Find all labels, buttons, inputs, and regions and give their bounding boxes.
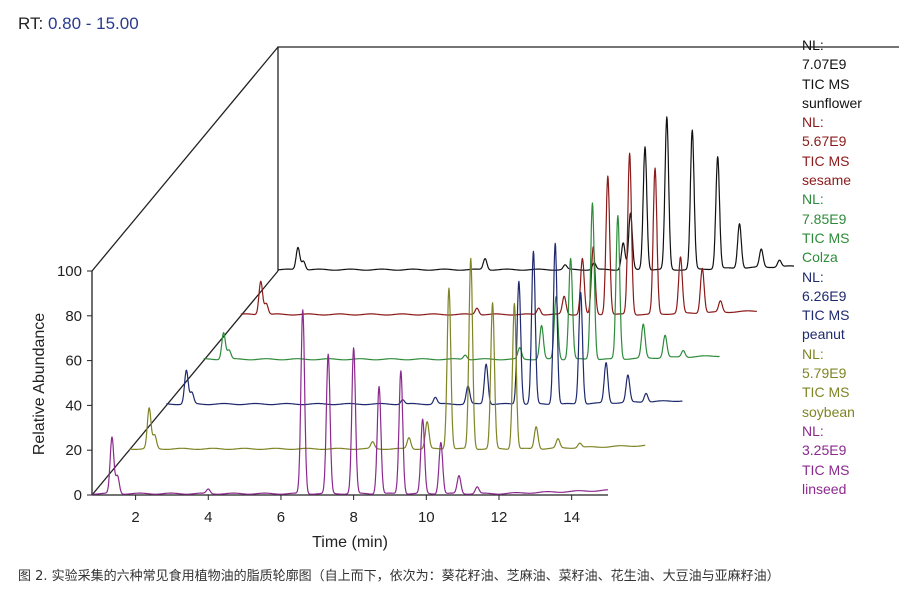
x-tick-label: 12 [491,509,508,526]
ticks-group: 0 20 40 60 80 100 2 4 6 8 10 12 14 [57,263,580,526]
legend-series-name: Colza [802,249,838,266]
legend-nl-label: NL: [802,422,824,439]
x-tick-label: 8 [349,509,357,526]
chromatogram-chart: 0 20 40 60 80 100 2 4 6 8 10 12 14 Time (min) Relati… [31,46,899,551]
y-tick-label: 100 [57,263,82,280]
legend-nl-value: 5.79E9 [802,365,847,382]
x-tick-label: 6 [277,509,285,526]
legend-trace-label: TIC MS [802,75,850,92]
y-tick-label: 80 [65,308,82,325]
legend-trace-label: TIC MS [802,307,850,324]
legend-entry-sesame: NL: 5.67E9 TIC MS sesame [802,113,897,190]
y-tick-label: 20 [65,442,82,459]
legend-nl-label: NL: [802,114,824,131]
legend-nl-label: NL: [802,191,824,208]
legend-series-name: soybean [802,403,855,420]
trace-peanut [166,242,683,406]
figure-caption: 图 2. 实验采集的六种常见食用植物油的脂质轮廓图（自上而下，依次为：葵花籽油、… [18,569,780,584]
legend-series-name: linseed [802,480,847,497]
legend: NL: 7.07E9 TIC MS sunflower NL: 5.67E9 TIC MS s… [802,36,897,499]
legend-entry-sunflower: NL: 7.07E9 TIC MS sunflower [802,36,897,113]
legend-nl-value: 3.25E9 [802,442,847,459]
legend-nl-value: 6.26E9 [802,287,847,304]
rt-range-label: RT: 0.80 - 15.00 [18,14,139,34]
y-tick-label: 40 [65,397,82,414]
legend-entry-colza: NL: 7.85E9 TIC MS Colza [802,190,897,267]
legend-nl-value: 5.67E9 [802,133,847,150]
back-plane-frame [277,46,899,271]
trace-linseed [91,309,609,495]
x-tick-label: 4 [204,509,212,526]
traces-group [91,116,795,495]
legend-nl-label: NL: [802,37,824,53]
y-tick-label: 60 [65,353,82,370]
depth-axis-top [91,46,279,272]
legend-trace-label: TIC MS [802,384,850,401]
legend-trace-label: TIC MS [802,152,850,169]
legend-nl-value: 7.85E9 [802,210,847,227]
x-tick-label: 14 [563,509,580,526]
x-tick-label: 10 [418,509,435,526]
rt-range-value: 0.80 - 15.00 [47,14,139,33]
legend-nl-label: NL: [802,345,824,362]
legend-series-name: sesame [802,172,852,189]
rt-label-prefix: RT: [18,14,44,33]
axes-group [91,46,899,496]
legend-trace-label: TIC MS [802,461,850,478]
x-tick-label: 2 [131,509,139,526]
trace-sunflower [277,116,795,271]
trace-soybean [129,257,646,450]
y-axis-title: Relative Abundance [31,313,48,455]
y-tick-label: 0 [74,487,82,504]
legend-series-name: sunflower [802,94,862,111]
legend-nl-label: NL: [802,268,824,285]
trace-sesame [240,152,758,316]
legend-entry-linseed: NL: 3.25E9 TIC MS linseed [802,422,897,499]
legend-nl-value: 7.07E9 [802,56,847,73]
x-axis-title: Time (min) [312,534,388,551]
legend-series-name: peanut [802,326,845,343]
trace-colza [203,202,720,361]
legend-entry-soybean: NL: 5.79E9 TIC MS soybean [802,345,897,422]
legend-trace-label: TIC MS [802,229,850,246]
legend-entry-peanut: NL: 6.26E9 TIC MS peanut [802,268,897,345]
